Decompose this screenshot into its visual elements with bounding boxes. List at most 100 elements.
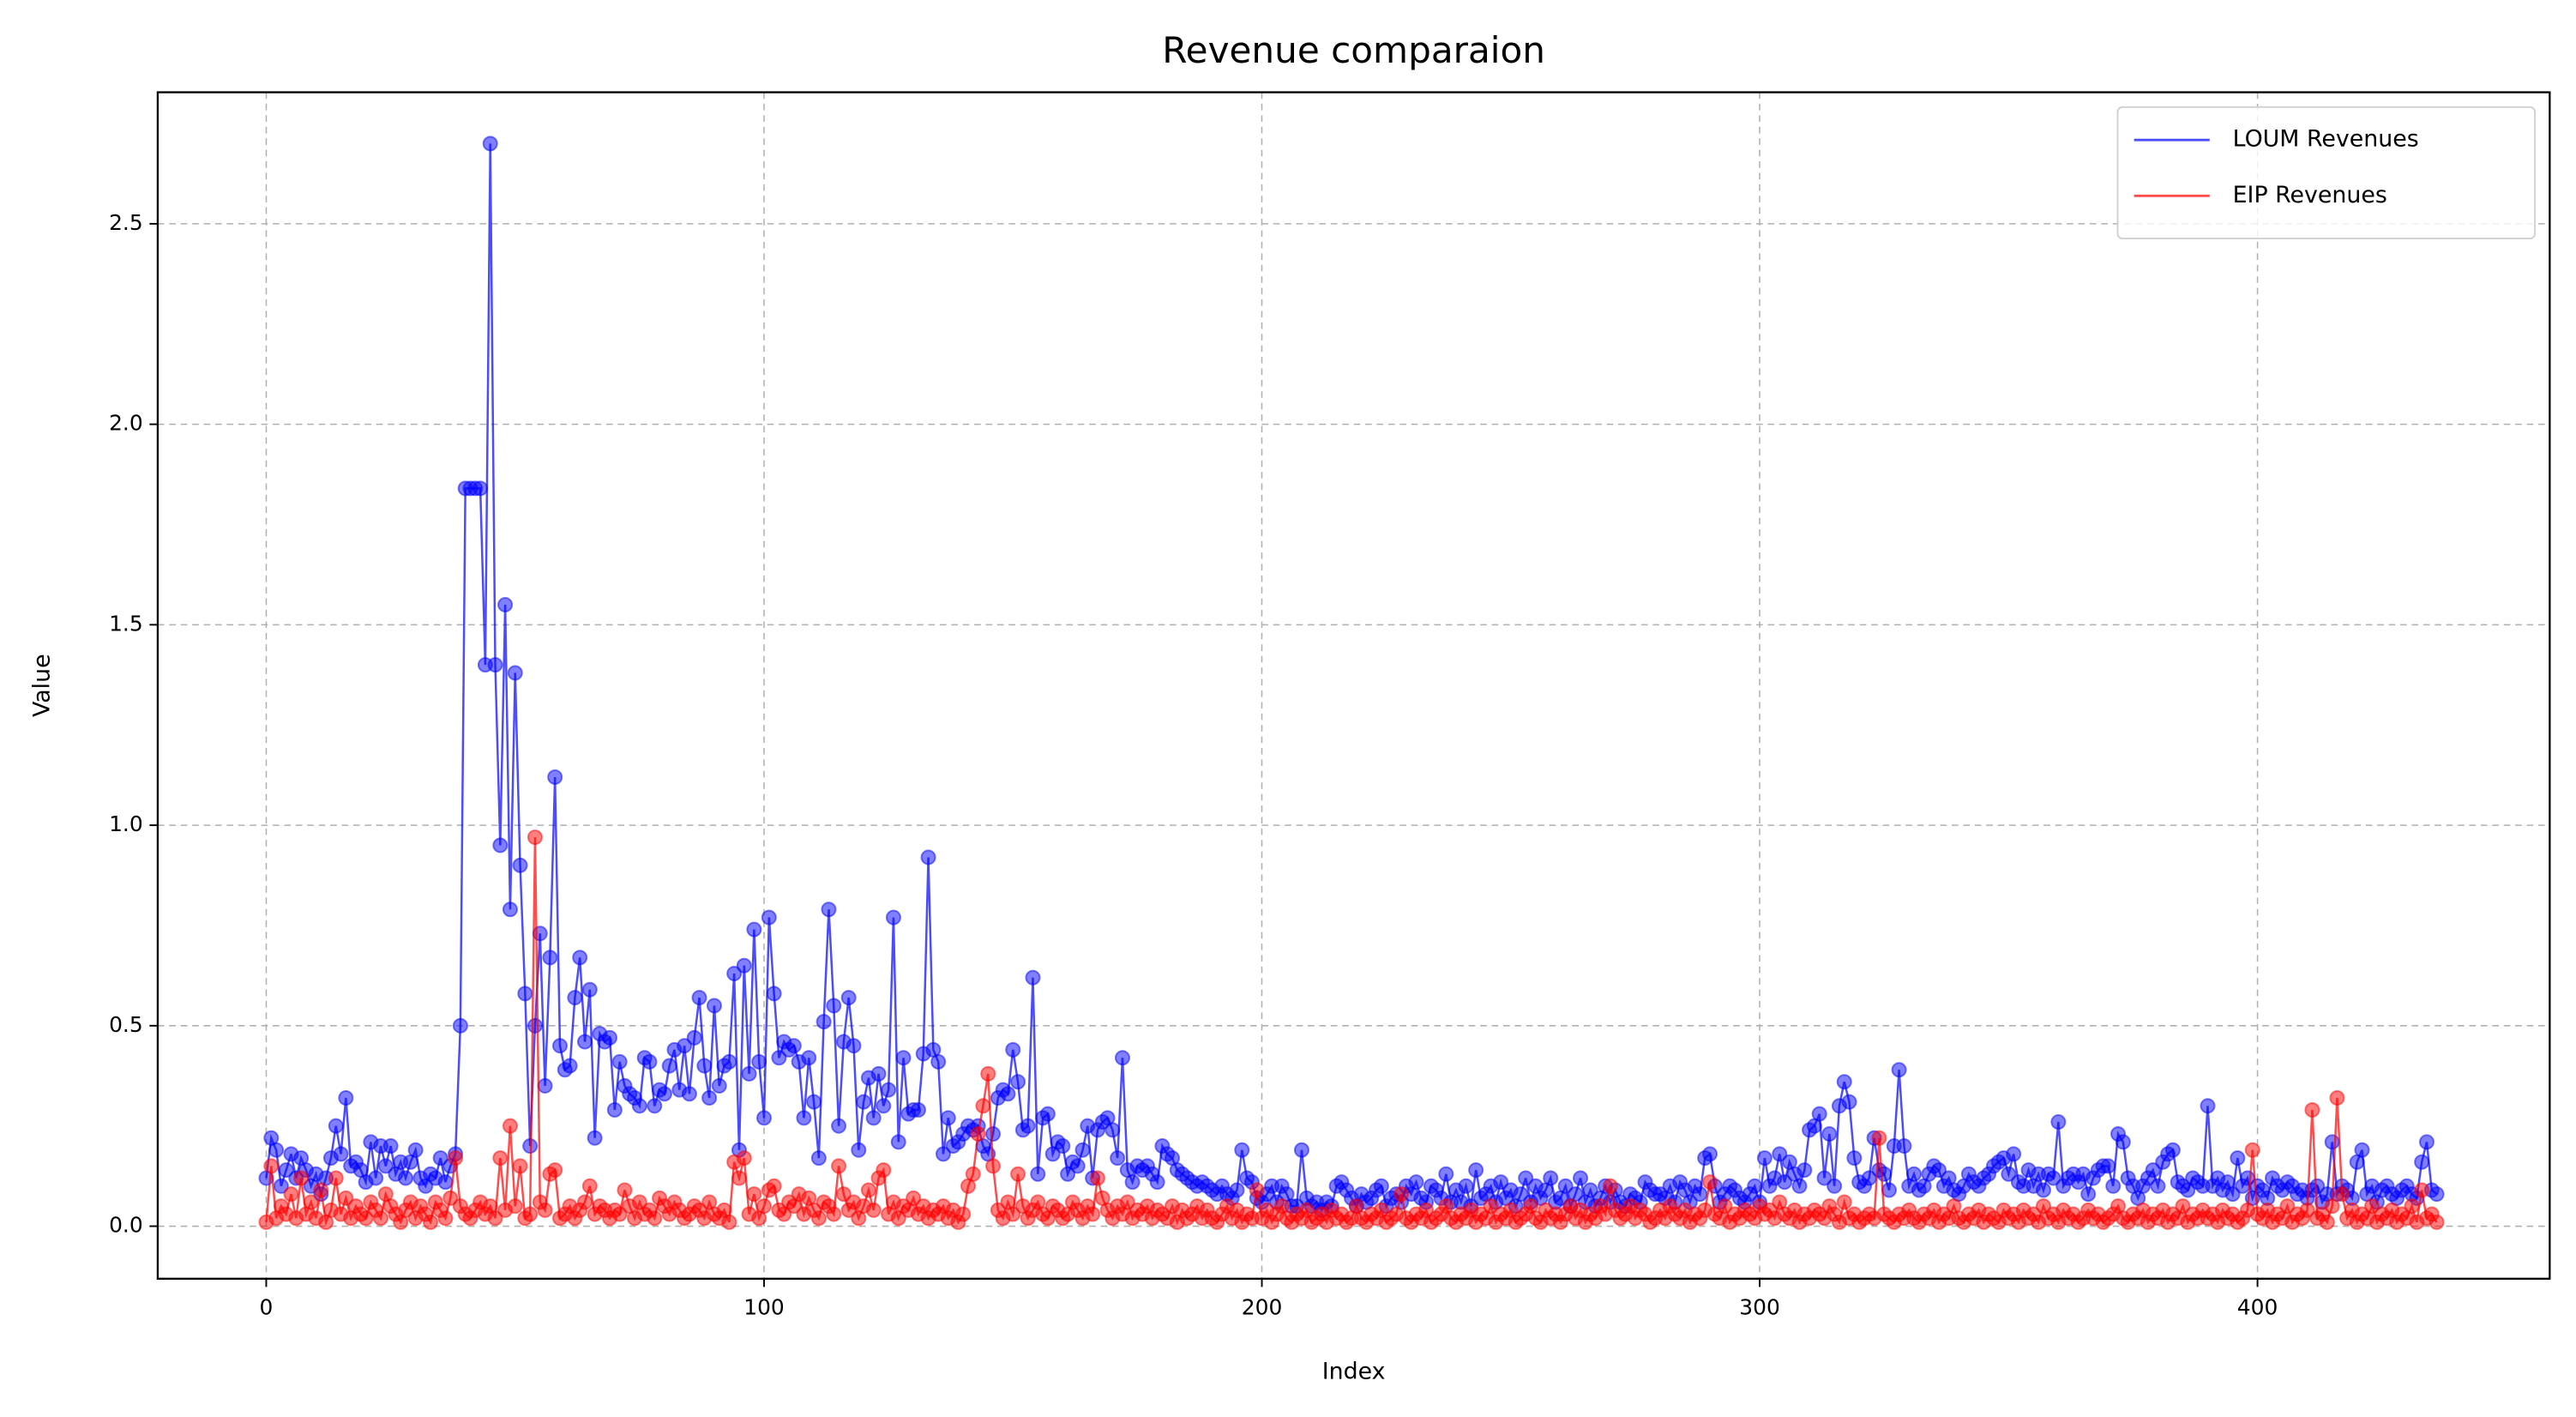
- data-point: [2418, 1134, 2435, 1150]
- ticks: 0 100 200 300 400 0.0 0.5 1.0 1.5 2.0 2.5: [109, 210, 2278, 1319]
- data-point: [1373, 1178, 1389, 1194]
- y-tick-label: 2.5: [109, 210, 143, 235]
- data-point: [1582, 1182, 1598, 1198]
- data-point: [876, 1098, 892, 1114]
- data-point: [2150, 1178, 2166, 1194]
- data-point: [283, 1186, 299, 1203]
- data-point: [726, 966, 743, 982]
- data-point: [1493, 1174, 1509, 1191]
- data-point: [492, 837, 509, 853]
- data-point: [2045, 1170, 2061, 1186]
- data-point: [1513, 1186, 1529, 1203]
- data-point: [821, 901, 837, 918]
- data-point: [2115, 1134, 2131, 1150]
- data-point: [1229, 1182, 1245, 1198]
- data-point: [2299, 1202, 2315, 1218]
- data-point: [1005, 1206, 1021, 1222]
- data-point: [606, 1101, 623, 1118]
- data-point: [577, 1194, 593, 1210]
- data-point: [1010, 1074, 1026, 1090]
- data-point: [1030, 1166, 1046, 1182]
- data-point: [1816, 1170, 1833, 1186]
- data-point: [611, 1206, 628, 1222]
- data-point: [816, 1014, 832, 1030]
- data-point: [2050, 1114, 2067, 1131]
- data-point: [542, 950, 558, 966]
- data-point: [522, 1206, 539, 1222]
- data-point: [835, 1186, 852, 1203]
- data-point: [741, 1065, 757, 1082]
- data-point: [851, 1142, 867, 1158]
- data-point: [831, 1158, 847, 1174]
- data-point: [2414, 1182, 2430, 1198]
- data-point: [906, 1190, 922, 1206]
- data-point: [2279, 1198, 2296, 1215]
- data-point: [2354, 1142, 2370, 1158]
- data-point: [1906, 1166, 1923, 1182]
- data-point: [581, 981, 598, 998]
- data-point: [617, 1182, 633, 1198]
- data-point: [492, 1150, 509, 1167]
- data-point: [547, 1162, 563, 1179]
- data-point: [691, 990, 707, 1006]
- data-point: [1756, 1150, 1773, 1167]
- data-point: [1772, 1146, 1788, 1162]
- data-point: [761, 909, 777, 926]
- data-point: [985, 1126, 1002, 1143]
- data-point: [502, 901, 518, 918]
- data-point: [1069, 1158, 1086, 1174]
- data-point: [382, 1138, 399, 1155]
- legend-label: EIP Revenues: [2233, 182, 2387, 208]
- data-point: [2001, 1166, 2017, 1182]
- data-point: [736, 1150, 752, 1167]
- data-point: [876, 1162, 892, 1179]
- data-point: [885, 909, 901, 926]
- data-point: [1543, 1170, 1559, 1186]
- data-point: [935, 1146, 951, 1162]
- data-point: [1000, 1086, 1016, 1102]
- data-point: [502, 1118, 518, 1134]
- data-point: [2429, 1186, 2445, 1203]
- data-point: [706, 998, 722, 1014]
- data-point: [681, 1086, 697, 1102]
- data-point: [2329, 1089, 2345, 1106]
- data-point: [293, 1170, 310, 1186]
- data-point: [313, 1182, 329, 1198]
- data-point: [407, 1142, 424, 1158]
- data-point: [1747, 1178, 1763, 1194]
- data-point: [856, 1094, 872, 1110]
- data-point: [2244, 1142, 2260, 1158]
- data-point: [472, 480, 489, 497]
- data-point: [482, 136, 498, 152]
- data-point: [611, 1053, 628, 1070]
- data-point: [890, 1134, 906, 1150]
- data-point: [2200, 1098, 2216, 1114]
- data-point: [2309, 1178, 2326, 1194]
- x-axis-label: Index: [1322, 1358, 1386, 1384]
- data-point: [2324, 1198, 2340, 1215]
- data-point: [2334, 1186, 2350, 1203]
- data-point: [1119, 1194, 1135, 1210]
- data-point: [278, 1162, 294, 1179]
- data-point: [910, 1101, 926, 1118]
- data-point: [303, 1194, 319, 1210]
- data-point: [1573, 1170, 1589, 1186]
- data-point: [1821, 1126, 1838, 1143]
- data-point: [527, 1017, 543, 1034]
- data-point: [1408, 1174, 1424, 1191]
- data-point: [1717, 1198, 1733, 1215]
- data-point: [677, 1038, 693, 1054]
- data-point: [2404, 1198, 2420, 1215]
- data-point: [865, 1110, 882, 1126]
- data-point: [2080, 1186, 2097, 1203]
- data-point: [2230, 1150, 2246, 1167]
- data-point: [826, 998, 842, 1014]
- data-point: [1020, 1118, 1036, 1134]
- data-point: [437, 1174, 454, 1191]
- data-point: [2100, 1158, 2116, 1174]
- y-tick-label: 1.0: [109, 811, 143, 836]
- x-tick-label: 400: [2237, 1294, 2278, 1319]
- data-point: [746, 1186, 762, 1203]
